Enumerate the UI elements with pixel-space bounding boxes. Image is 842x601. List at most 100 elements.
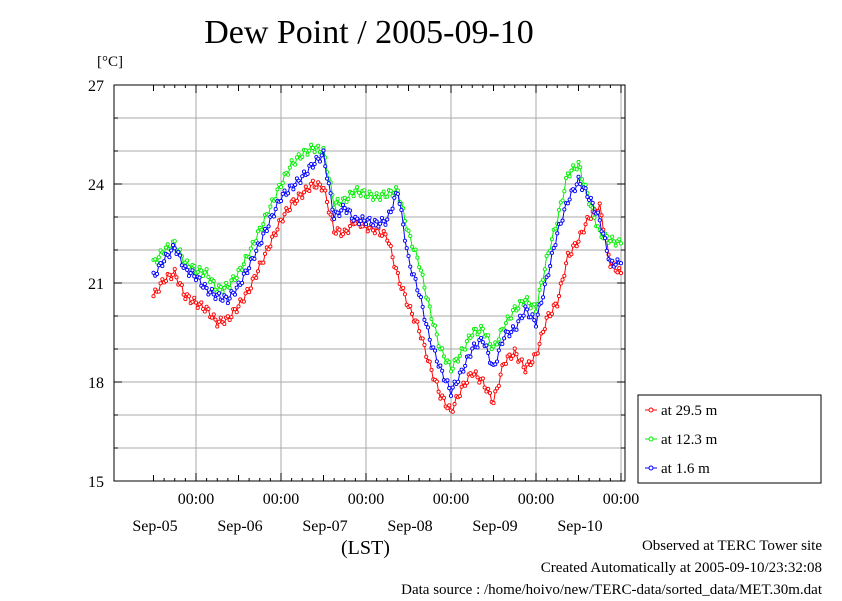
data-point (163, 245, 168, 250)
data-point (324, 199, 330, 205)
data-point (406, 253, 411, 259)
data-point (156, 289, 161, 294)
data-point (222, 321, 227, 327)
data-point (160, 277, 165, 282)
data-point (346, 197, 351, 202)
data-point (546, 311, 551, 316)
data-point (190, 299, 195, 304)
data-point (195, 270, 200, 275)
legend-swatch-marker (648, 436, 654, 442)
data-point (388, 210, 393, 215)
data-point (516, 306, 521, 311)
data-point (236, 304, 241, 309)
data-point (610, 234, 615, 239)
data-point (409, 311, 415, 316)
data-point (367, 225, 372, 230)
data-point (528, 306, 533, 311)
data-point (491, 401, 496, 406)
data-point (192, 274, 197, 279)
data-point (271, 214, 276, 219)
data-point (572, 241, 578, 246)
data-point (381, 229, 386, 234)
data-point (165, 242, 170, 247)
data-point (312, 150, 317, 155)
data-point (496, 348, 501, 353)
data-point (438, 396, 443, 401)
data-point (397, 281, 402, 286)
data-point (525, 307, 530, 312)
x-tick-label-date: Sep-09 (472, 518, 517, 535)
data-point (425, 325, 431, 330)
data-point (378, 197, 383, 202)
data-point (509, 316, 514, 321)
data-point (565, 201, 570, 206)
data-point (461, 380, 466, 385)
data-point (229, 315, 234, 320)
data-point (344, 210, 349, 216)
data-point (578, 165, 583, 170)
data-point (470, 333, 475, 338)
data-point (202, 281, 207, 287)
data-point (335, 210, 340, 215)
data-point (567, 174, 572, 179)
data-point (303, 184, 308, 189)
data-point (537, 341, 542, 346)
data-point (413, 247, 418, 252)
data-point (539, 300, 544, 305)
data-point (376, 195, 381, 200)
data-point (183, 297, 188, 302)
data-point (445, 378, 450, 383)
data-point (564, 175, 569, 181)
data-point (185, 267, 190, 272)
data-point (427, 304, 432, 309)
data-point (507, 352, 512, 357)
data-point (192, 263, 197, 269)
data-point (448, 369, 454, 374)
data-point (571, 163, 576, 168)
data-point (463, 363, 468, 368)
data-point (457, 370, 462, 375)
data-point (383, 222, 388, 227)
data-point (169, 248, 174, 253)
data-point (608, 264, 613, 269)
data-point (456, 359, 461, 364)
data-point (608, 238, 613, 244)
data-point (296, 152, 301, 157)
data-point (429, 367, 434, 372)
data-point (275, 187, 280, 192)
data-point (420, 304, 425, 309)
data-point (193, 278, 199, 283)
data-point (544, 315, 549, 320)
data-point (475, 332, 480, 337)
data-point (395, 191, 400, 196)
x-tick-label-date: Sep-05 (132, 518, 177, 535)
data-point (229, 278, 234, 283)
data-point (434, 332, 439, 337)
data-point (293, 182, 298, 187)
data-point (234, 276, 239, 281)
data-point (317, 182, 323, 187)
footer-source-line: Data source : /home/hoivo/new/TERC-data/… (401, 582, 822, 598)
data-point (408, 233, 413, 238)
y-tick-label: 18 (88, 375, 104, 392)
data-point (496, 337, 501, 342)
data-point (471, 341, 477, 346)
data-point (358, 218, 363, 223)
data-point (530, 360, 535, 365)
data-point (401, 222, 406, 227)
data-point (328, 191, 333, 196)
data-point (188, 271, 193, 276)
data-point (560, 218, 565, 223)
data-point (394, 266, 399, 271)
data-point (321, 148, 326, 153)
data-point (305, 171, 310, 176)
data-point (452, 402, 457, 407)
data-point (548, 264, 553, 269)
data-point (353, 188, 358, 193)
data-point (220, 298, 225, 303)
data-point (261, 222, 266, 227)
data-point (324, 176, 330, 181)
data-point (365, 194, 370, 199)
data-point (206, 274, 211, 280)
data-point (239, 280, 245, 286)
